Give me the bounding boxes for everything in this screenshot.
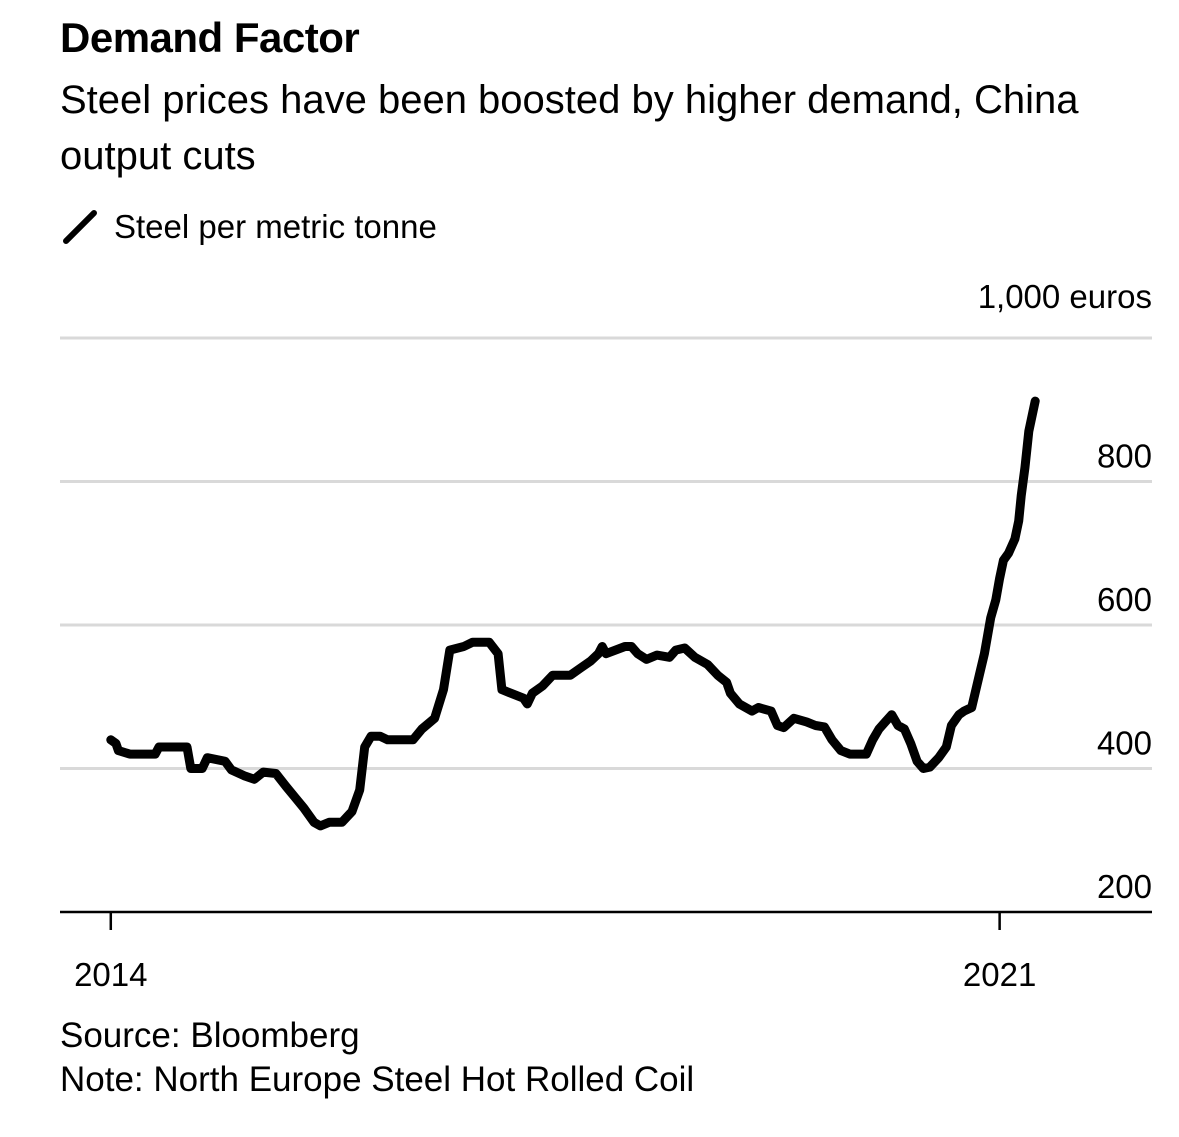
data-note: Note: North Europe Steel Hot Rolled Coil xyxy=(60,1060,695,1099)
series-line-steel-price xyxy=(106,396,1040,831)
chart-subtitle: Steel prices have been boosted by higher… xyxy=(60,78,1079,178)
chart-title: Demand Factor xyxy=(60,14,360,61)
legend-line-icon xyxy=(63,210,97,244)
x-tick-label-2014: 2014 xyxy=(74,956,147,993)
legend: Steel per metric tonne xyxy=(60,202,437,252)
gridlines xyxy=(60,336,1152,770)
x-tick-label-2021: 2021 xyxy=(963,956,1036,993)
y-tick-label-600: 600 xyxy=(1097,581,1152,618)
y-tick-label-400: 400 xyxy=(1097,725,1152,762)
line-chart: 200 400 600 800 1,000 euros 2014 2021 xyxy=(60,278,1152,993)
y-tick-label-200: 200 xyxy=(1097,868,1152,905)
y-tick-label-800: 800 xyxy=(1097,438,1152,475)
source-note: Source: Bloomberg xyxy=(60,1016,360,1055)
x-axis-ticks: 2014 2021 xyxy=(74,912,1036,993)
y-axis-unit-label: 1,000 euros xyxy=(978,278,1152,315)
chart-footer: Source: Bloomberg Note: North Europe Ste… xyxy=(60,1014,694,1102)
y-axis-tick-labels: 200 400 600 800 xyxy=(1097,438,1152,906)
legend-label: Steel per metric tonne xyxy=(114,208,437,245)
